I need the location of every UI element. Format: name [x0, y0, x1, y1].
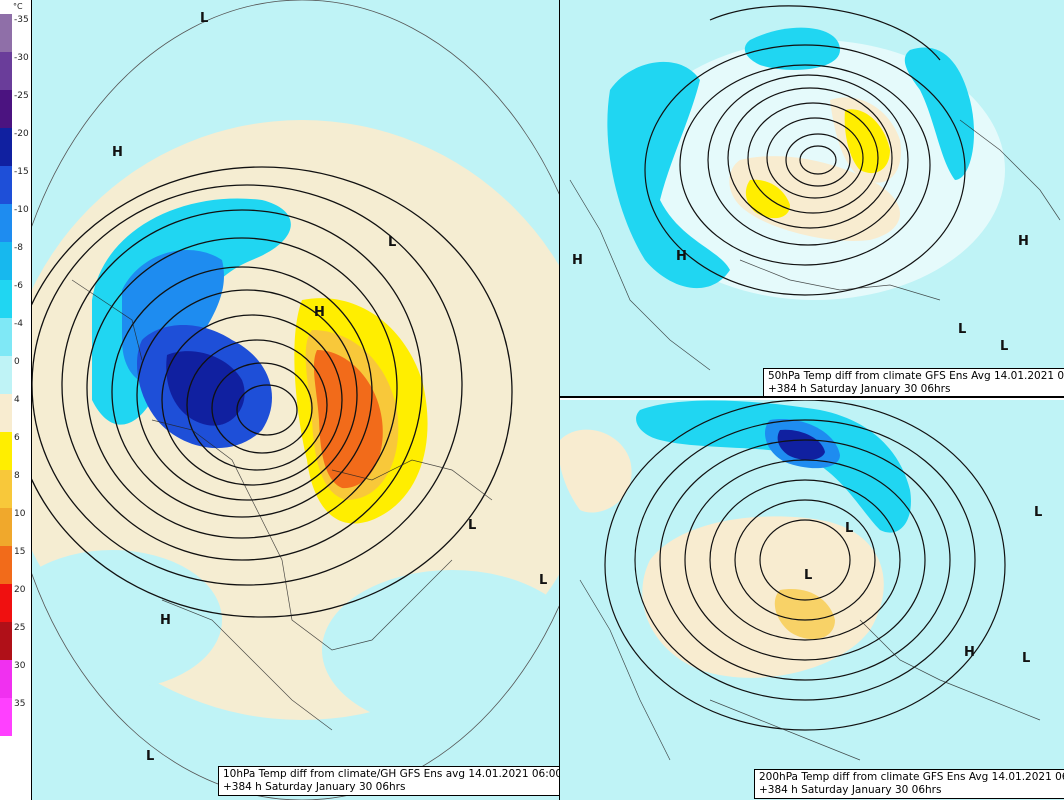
legend-label: 10 — [14, 509, 26, 519]
legend-label: 15 — [14, 547, 26, 557]
caption-50hpa-line1: 50hPa Temp diff from climate GFS Ens Avg… — [768, 370, 1064, 382]
legend-swatch — [0, 660, 12, 698]
legend-swatch — [0, 356, 12, 394]
caption-200hpa: 200hPa Temp diff from climate GFS Ens Av… — [754, 769, 1064, 799]
marker-10-3: H — [314, 305, 325, 320]
legend-swatch — [0, 546, 12, 584]
legend-label: -6 — [14, 281, 23, 291]
legend-label: 4 — [14, 395, 20, 405]
map-10hpa: L H L H L L H L — [32, 0, 559, 800]
map-panel-200hpa: L L H L L 200hPa Temp diff from climate … — [560, 400, 1064, 800]
legend-label: 25 — [14, 623, 26, 633]
legend-swatch — [0, 242, 12, 280]
legend-unit: °C — [13, 2, 23, 11]
legend-swatch — [0, 280, 12, 318]
legend-swatch — [0, 508, 12, 546]
legend-label: -4 — [14, 319, 23, 329]
marker-50-1: H — [676, 249, 687, 264]
legend-label: -35 — [14, 15, 29, 25]
legend-label: -10 — [14, 205, 29, 215]
legend-label: -15 — [14, 167, 29, 177]
legend-swatch — [0, 584, 12, 622]
caption-200hpa-line1: 200hPa Temp diff from climate GFS Ens Av… — [759, 771, 1064, 783]
marker-50-3: L — [958, 322, 966, 337]
marker-10-7: L — [146, 749, 154, 764]
legend-label: -30 — [14, 53, 29, 63]
map-panel-10hpa: L H L H L L H L 10hPa Temp diff from cli… — [32, 0, 560, 800]
legend-swatch — [0, 622, 12, 660]
legend-swatch — [0, 14, 12, 52]
legend-label: -25 — [14, 91, 29, 101]
marker-50-2: H — [1018, 234, 1029, 249]
legend-label: 20 — [14, 585, 26, 595]
legend-label: 8 — [14, 471, 20, 481]
marker-10-1: H — [112, 145, 123, 160]
marker-200-1: L — [804, 568, 812, 583]
legend-label: 30 — [14, 661, 26, 671]
legend-swatch — [0, 166, 12, 204]
legend-label: -8 — [14, 243, 23, 253]
marker-10-6: H — [160, 613, 171, 628]
map-50hpa: H H H L L — [569, 5, 1061, 371]
marker-50-0: H — [572, 253, 583, 268]
caption-50hpa: 50hPa Temp diff from climate GFS Ens Avg… — [763, 368, 1064, 396]
legend-label: -20 — [14, 129, 29, 139]
marker-50-4: L — [1000, 339, 1008, 354]
caption-10hpa: 10hPa Temp diff from climate/GH GFS Ens … — [218, 766, 560, 796]
marker-10-5: L — [539, 573, 547, 588]
marker-10-0: L — [200, 11, 208, 26]
legend-label: 35 — [14, 699, 26, 709]
marker-200-2: H — [964, 645, 975, 660]
color-scale-legend: °C -35 -30 -25 -20 -15 -10 -8 -6 -4 0 4 6 8 10 15 20 25 3… — [0, 0, 32, 800]
caption-10hpa-line2: +384 h Saturday January 30 06hrs — [223, 781, 406, 793]
caption-10hpa-line1: 10hPa Temp diff from climate/GH GFS Ens … — [223, 768, 560, 780]
legend-swatch — [0, 318, 12, 356]
caption-200hpa-line2: +384 h Saturday January 30 06hrs — [759, 784, 942, 796]
marker-10-2: L — [388, 235, 396, 250]
map-200hpa: L L H L L — [560, 400, 1042, 761]
marker-200-3: L — [1022, 651, 1030, 666]
legend-label: 6 — [14, 433, 20, 443]
legend-label: 0 — [14, 357, 20, 367]
legend-swatch — [0, 394, 12, 432]
marker-10-4: L — [468, 518, 476, 533]
legend-swatch — [0, 128, 12, 166]
marker-200-0: L — [845, 521, 853, 536]
legend-swatch — [0, 52, 12, 90]
marker-200-4: L — [1034, 505, 1042, 520]
legend-swatch — [0, 432, 12, 470]
map-panel-50hpa: H H H L L 50hPa Temp diff from climate G… — [560, 0, 1064, 398]
legend-swatch — [0, 698, 12, 736]
legend-swatch — [0, 470, 12, 508]
caption-50hpa-line2: +384 h Saturday January 30 06hrs — [768, 383, 951, 395]
legend-swatch — [0, 204, 12, 242]
legend-swatch — [0, 90, 12, 128]
